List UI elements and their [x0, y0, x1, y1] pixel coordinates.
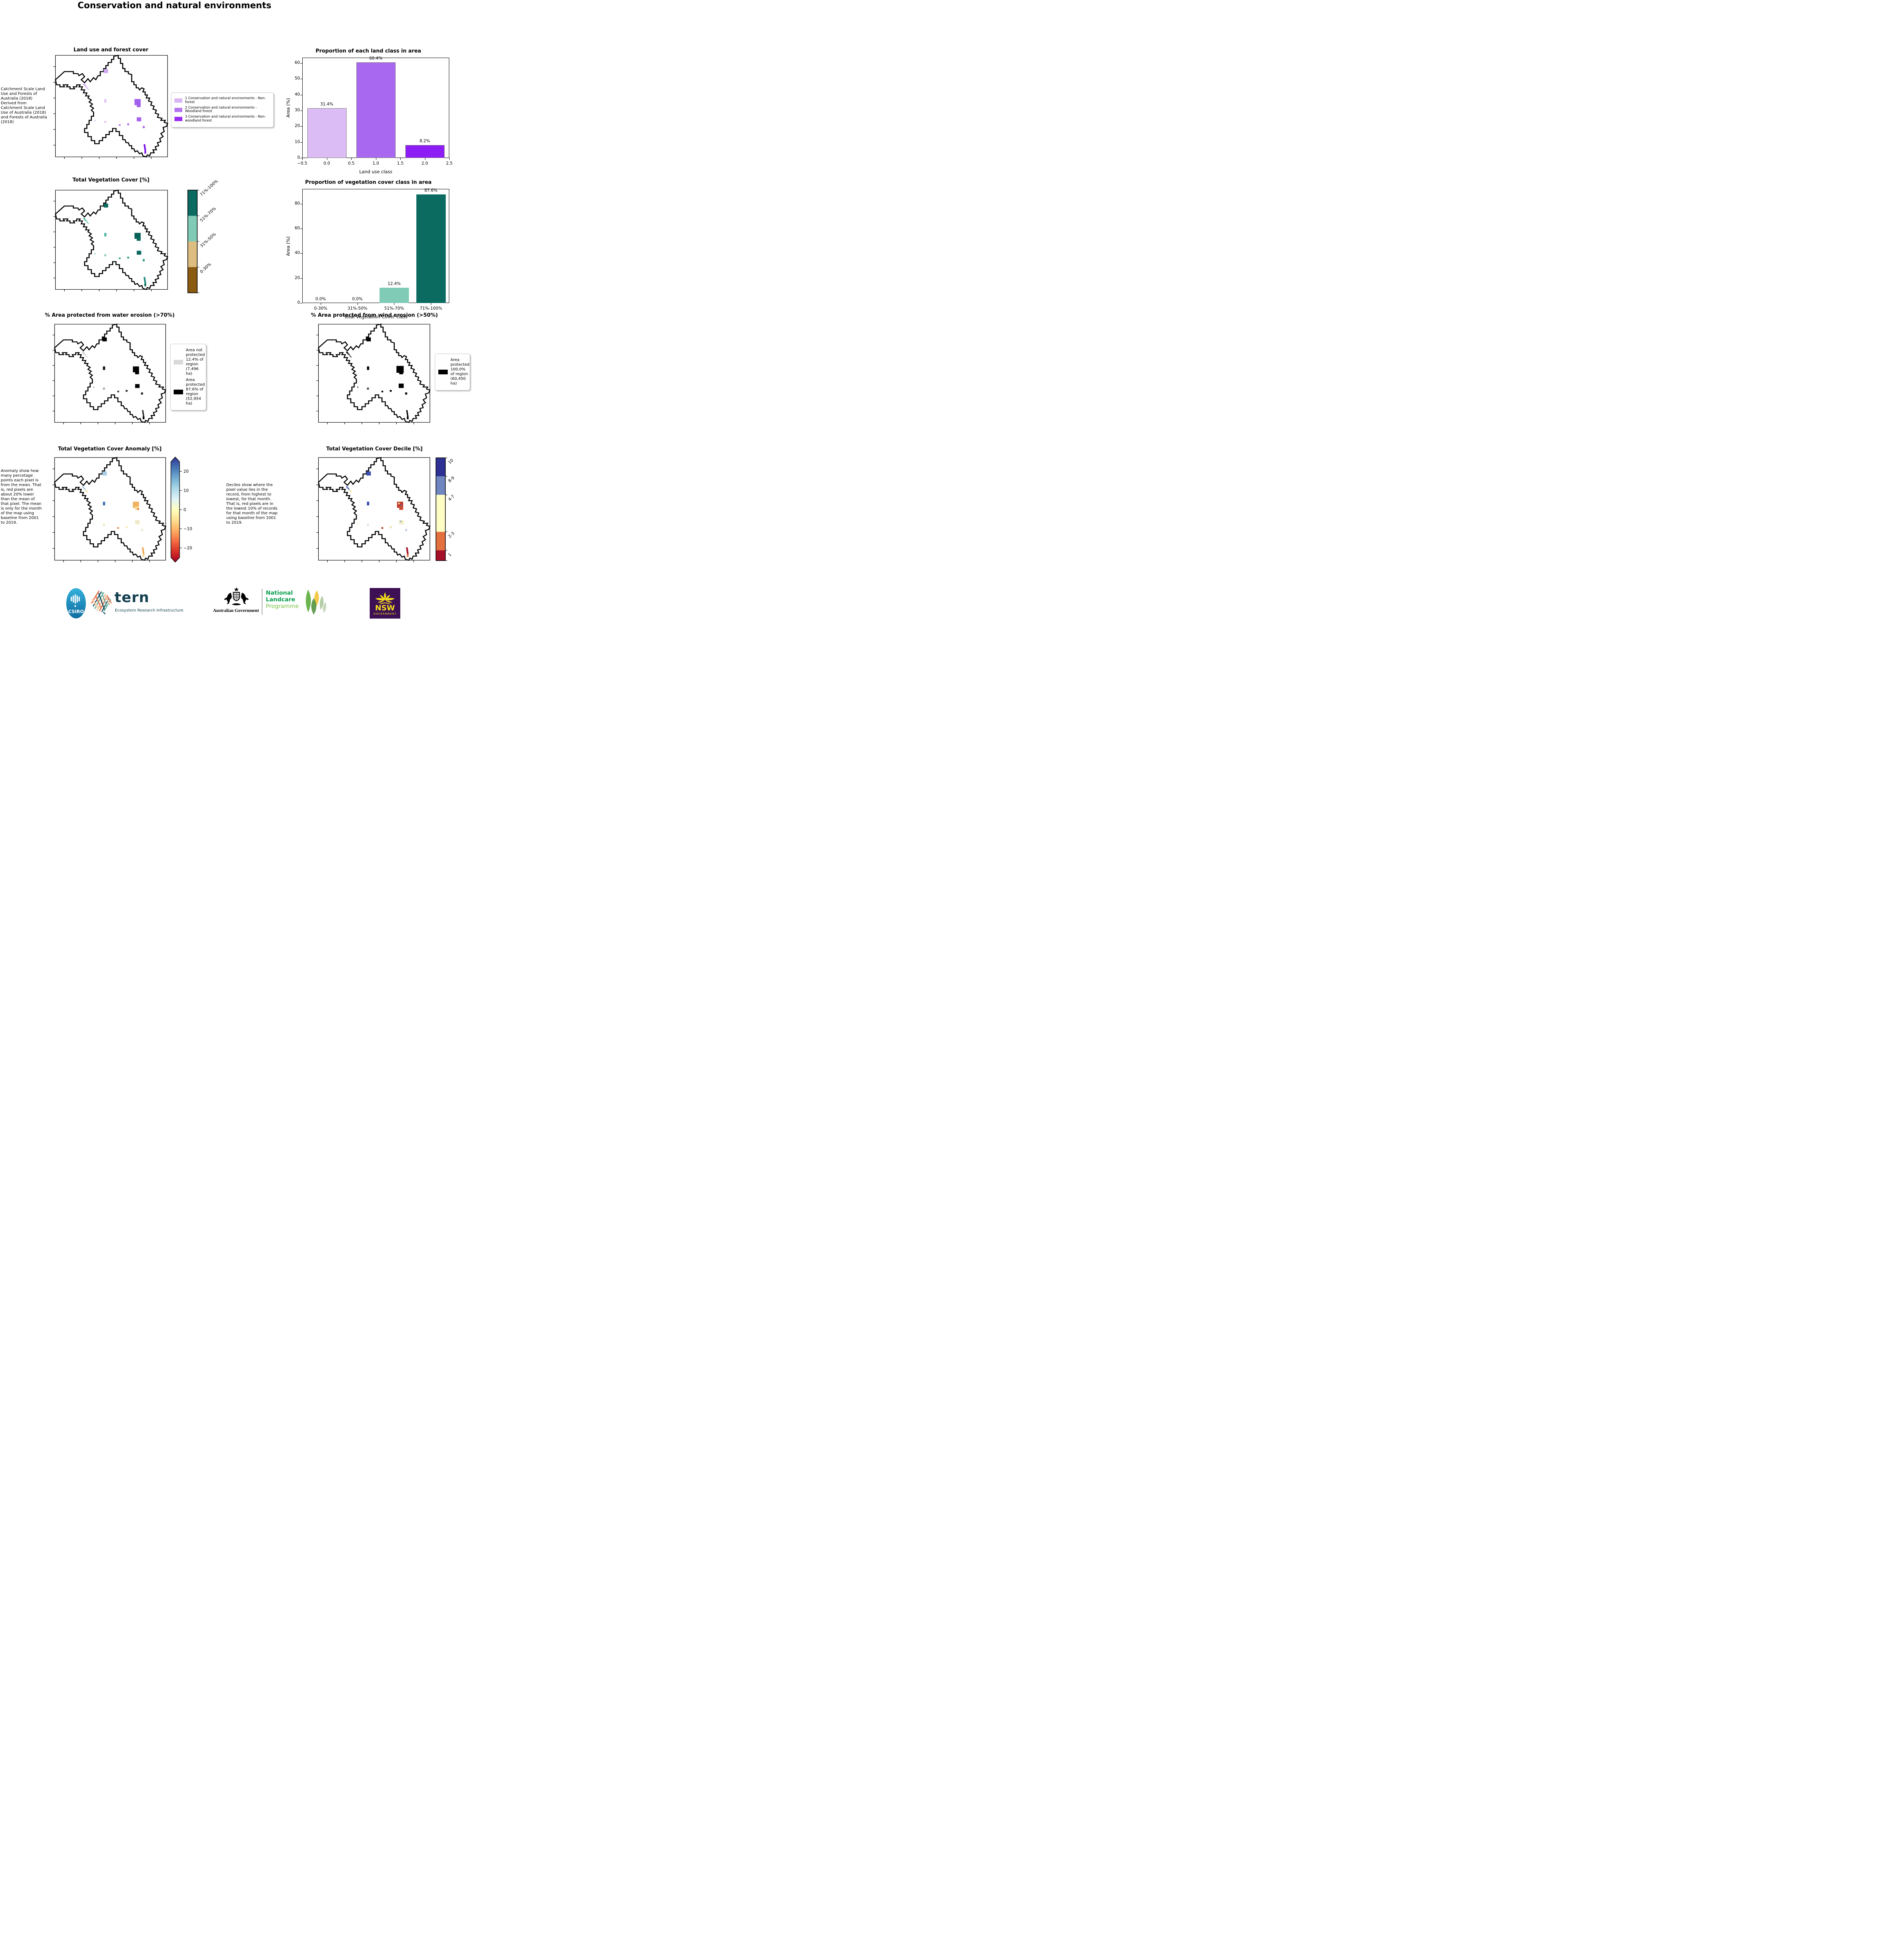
- csiro-wordmark: CSIRO: [68, 609, 84, 614]
- legend-item: 3 Conservation and natural environments …: [174, 115, 270, 123]
- land-use-source-note: Catchment Scale Land Use and Forests of …: [1, 87, 47, 124]
- csiro-wave-icon: [71, 594, 80, 607]
- legend-item: 2 Conservation and natural environments …: [174, 106, 270, 114]
- australian-government-crest-icon: [224, 587, 249, 605]
- nlp-line3: Programme: [266, 603, 299, 610]
- svg-text:1: 1: [447, 552, 452, 557]
- nsw-wordmark: NSW: [375, 604, 395, 612]
- legend-swatch: [174, 117, 182, 122]
- legend-swatch: [174, 98, 182, 103]
- svg-text:2-3: 2-3: [447, 531, 456, 539]
- map-land-use: [53, 54, 169, 159]
- svg-text:8-9: 8-9: [447, 475, 456, 483]
- map-title-water-erosion: % Area protected from water erosion (>70…: [45, 312, 175, 318]
- australia-art-icon: [91, 590, 112, 615]
- nlp-line2: Landcare: [266, 597, 296, 603]
- legend-label: Area protected 87.6% of region (52,954 h…: [186, 378, 205, 406]
- legend-label: Area not protected 12.4% of region (7,49…: [186, 348, 205, 376]
- legend-item: Area protected 100.0% of region (60,450 …: [438, 358, 470, 386]
- bar-value-label: 60.4%: [369, 56, 383, 61]
- decile-colorbar: 10 8-9 4-7 2-3 1: [436, 457, 456, 561]
- map-decile: [316, 457, 431, 563]
- bar-value-label: 0.0%: [352, 297, 363, 301]
- landcare-leaves-icon: [306, 590, 327, 615]
- legend-item: Area protected 87.6% of region (52,954 h…: [174, 378, 205, 406]
- bar: [307, 108, 347, 158]
- chart-title: Proportion of vegetation cover class in …: [305, 180, 432, 185]
- report-page: Conservation and natural environments Ca…: [0, 0, 474, 624]
- map-title-wind-erosion: % Area protected from wind erosion (>50%…: [311, 312, 438, 318]
- svg-text:10: 10: [447, 458, 454, 465]
- waratah-icon: [375, 592, 395, 604]
- legend-label: 2 Conservation and natural environments …: [185, 105, 257, 114]
- legend-label: 1 Conservation and natural environments …: [185, 96, 266, 104]
- svg-text:0: 0: [183, 508, 186, 512]
- x-axis-label: Total Vegetation Cover class: [344, 314, 408, 319]
- bar-value-label: 87.6%: [424, 188, 438, 193]
- legend-item: Area not protected 12.4% of region (7,49…: [174, 348, 205, 376]
- bar-value-label: 31.4%: [320, 102, 334, 107]
- wind-erosion-legend: Area protected 100.0% of region (60,450 …: [435, 354, 470, 390]
- page-title: Conservation and natural environments: [77, 1, 272, 11]
- svg-text:71%-100%: 71%-100%: [199, 179, 219, 197]
- legend-swatch: [174, 360, 183, 365]
- bar: [416, 194, 446, 303]
- map-veg-cover: [53, 189, 169, 292]
- svg-text:10: 10: [183, 488, 189, 493]
- map-title-decile: Total Vegetation Cover Decile [%]: [326, 446, 423, 452]
- bar: [405, 145, 445, 158]
- svg-text:31%-50%: 31%-50%: [199, 232, 217, 249]
- bar-value-label: 12.4%: [387, 281, 401, 286]
- legend-swatch: [174, 107, 182, 112]
- legend-swatch: [174, 390, 183, 394]
- land-use-legend: 1 Conservation and natural environments …: [171, 93, 274, 127]
- decile-note: Deciles show where the pixel value lies …: [226, 483, 278, 525]
- map-title-veg-cover: Total Vegetation Cover [%]: [72, 177, 150, 183]
- tern-subtitle: Ecosystem Research Infrastructure: [115, 608, 183, 613]
- map-title-anomaly: Total Vegetation Cover Anomaly [%]: [58, 446, 162, 452]
- bar-value-label: 0.0%: [315, 297, 326, 301]
- chart-title: Proportion of each land class in area: [315, 48, 421, 54]
- anomaly-colorbar: 20 10 0 −10 −20: [171, 457, 192, 563]
- map-anomaly: [52, 457, 167, 563]
- svg-text:4-7: 4-7: [447, 494, 456, 502]
- csiro-logo: CSIRO: [66, 588, 86, 619]
- nsw-government-label: GOVERNMENT: [373, 612, 396, 615]
- bar: [356, 62, 396, 158]
- legend-swatch: [438, 370, 448, 374]
- svg-text:−20: −20: [183, 546, 192, 550]
- legend-label: Area protected 100.0% of region (60,450 …: [450, 358, 470, 386]
- x-axis-label: Land use class: [359, 169, 392, 174]
- map-wind-erosion: [316, 323, 431, 425]
- svg-text:20: 20: [183, 469, 189, 474]
- chart-land-class: Proportion of each land class in area Ar…: [283, 48, 453, 176]
- bar-value-label: 8.2%: [419, 138, 430, 143]
- nsw-government-logo: NSW GOVERNMENT: [370, 588, 400, 619]
- legend-item: 1 Conservation and natural environments …: [174, 96, 270, 105]
- map-title-land-use: Land use and forest cover: [73, 47, 149, 53]
- map-water-erosion: [52, 323, 167, 425]
- svg-text:−10: −10: [183, 527, 192, 532]
- legend-label: 3 Conservation and natural environments …: [185, 115, 266, 123]
- chart-veg-cover-class: Proportion of vegetation cover class in …: [283, 180, 453, 323]
- svg-text:0-30%: 0-30%: [199, 262, 212, 274]
- nlp-line1: National: [266, 590, 293, 596]
- tern-wordmark: tern: [114, 590, 150, 606]
- water-erosion-legend: Area not protected 12.4% of region (7,49…: [170, 344, 206, 410]
- anomaly-note: Anomaly show how many percetage points e…: [1, 469, 42, 525]
- veg-cover-colorbar: 71%-100% 51%-70% 31%-50% 0-30%: [187, 179, 219, 293]
- bar: [379, 287, 409, 303]
- svg-text:51%-70%: 51%-70%: [199, 206, 217, 223]
- australian-government-label: Australian Government: [213, 608, 259, 613]
